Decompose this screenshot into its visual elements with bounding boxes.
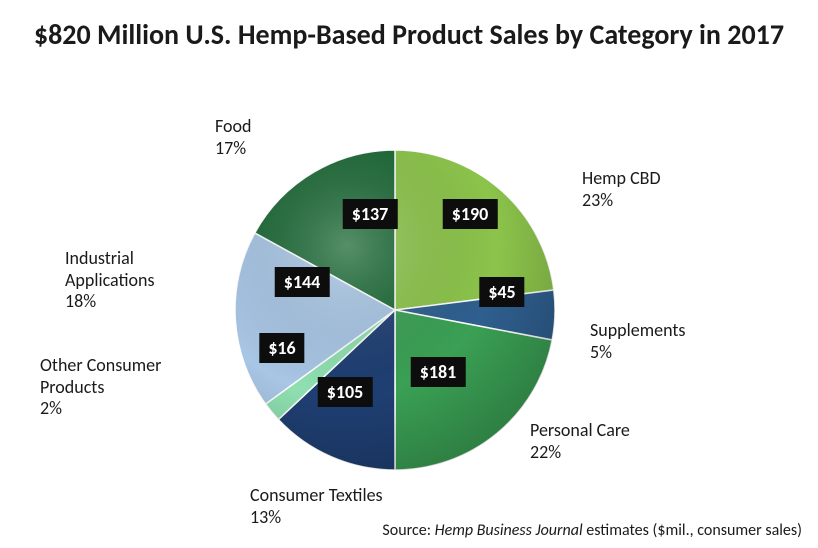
slice-value-badge: $105 [318, 377, 373, 407]
slice-value-badge: $137 [343, 199, 398, 229]
slice-value-badge: $181 [411, 357, 466, 387]
slice-label: Food 17% [215, 116, 251, 159]
slice-label: Other Consumer Products 2% [40, 355, 161, 420]
slice-label: Personal Care 22% [530, 420, 630, 463]
source-suffix: estimates ($mil., consumer sales) [583, 521, 802, 540]
slice-label: Consumer Textiles 13% [250, 485, 383, 528]
slice-value-badge: $45 [479, 277, 524, 307]
source-italic: Hemp Business Journal [435, 521, 583, 540]
slice-label: Industrial Applications 18% [65, 248, 155, 313]
slice-value-badge: $144 [275, 267, 330, 297]
slice-label: Supplements 5% [590, 320, 685, 363]
source-prefix: Source: [382, 521, 434, 540]
slice-label: Hemp CBD 23% [582, 168, 661, 211]
slice-value-badge: $190 [443, 199, 498, 229]
slice-value-badge: $16 [259, 333, 304, 363]
source-caption: Source: Hemp Business Journal estimates … [382, 521, 802, 540]
